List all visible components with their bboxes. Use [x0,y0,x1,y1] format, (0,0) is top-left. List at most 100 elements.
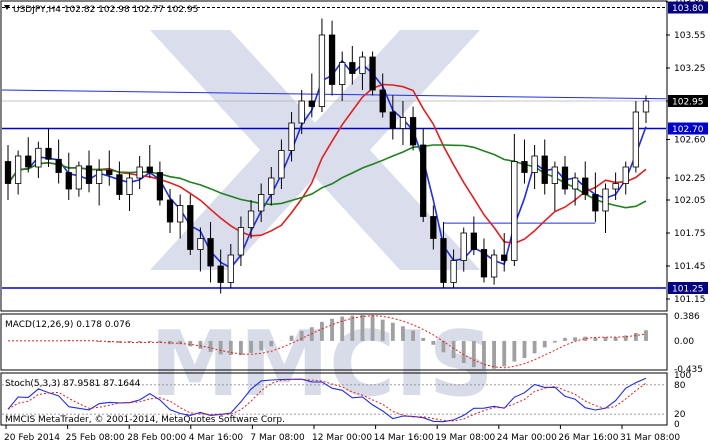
candle-body [622,166,629,184]
candle-body [379,89,386,113]
x-tick-label: 7 Mar 08:00 [250,433,305,443]
main-ytick-label: 101.45 [674,262,706,272]
copyright-text: MMCIS MetaTrader, © 2001-2014, MetaQuote… [5,415,285,425]
candle-body [75,165,83,190]
candle-body [207,238,214,267]
x-tick-label: 19 Mar 08:00 [435,433,495,443]
candle-body [642,100,650,113]
x-tick-label: 28 Feb 00:00 [127,433,186,443]
candle-body [501,254,508,261]
candle-body [389,111,396,129]
candle-body [592,194,599,212]
candle-body [470,232,477,250]
price-tag-label: 102.95 [672,98,704,108]
x-tick-label: 31 Mar 08:00 [620,433,680,443]
candle-body [197,238,204,250]
candle-body [612,183,619,190]
x-tick-label: 25 Feb 08:00 [66,433,125,443]
price-tag-box [668,95,708,107]
candle-body [551,166,558,184]
main-plot [1,7,667,294]
candle-body [450,260,457,283]
candle-body [14,155,22,184]
candle-body [177,205,184,223]
macd-ytick-label: 0.386 [674,312,700,322]
candle-body [460,232,467,261]
candle-body [521,161,528,173]
candle-body [55,158,62,173]
main-ytick-label: 101.75 [674,229,706,239]
x-tick-label: 20 Feb 2014 [4,433,60,443]
candle-body [339,62,346,85]
candle-body [227,254,234,283]
price-tag-label: 102.70 [672,125,704,135]
macd-ytick-label: -0.435 [674,365,703,375]
x-tick-label: 12 Mar 00:00 [312,433,372,443]
candle-body [146,166,153,173]
axes: 103.85103.55103.25102.95102.60102.25102.… [4,0,708,443]
candle-body [561,166,569,190]
macd-plot [8,314,648,369]
candle-body [632,111,640,168]
main-ytick-label: 101.15 [674,295,706,305]
x-tick-label: 26 Mar 16:00 [558,433,618,443]
candle-body [531,155,538,173]
stoch-ytick-label: 0 [674,420,680,430]
candle-body [258,194,265,212]
price-tag-box [668,122,708,135]
stoch-ytick-label: 100 [674,371,691,381]
ma-line-2 [7,144,647,209]
candle-body [106,169,113,176]
price-tag-label: 103.80 [672,4,704,14]
candle-body [166,199,174,223]
candle-body [278,150,285,179]
candle-body [541,155,548,184]
price-tag-box [668,1,708,14]
x-tick-label: 4 Mar 16:00 [189,433,244,443]
ma-line-0 [7,59,647,269]
candle-body [85,165,93,184]
candle-body [25,155,32,168]
macd-header: MACD(12,26,9) 0.178 0.076 [5,320,131,330]
macd-signal-line [8,315,647,369]
candle-body [349,62,356,74]
candle-body [217,265,224,283]
x-tick-label: 14 Mar 16:00 [374,433,434,443]
price-tag-box [668,282,708,294]
candle-body [430,216,437,239]
main-header: USDJPY,H4 102.82 102.98 102.77 102.95 [13,5,198,15]
candle-body [268,177,275,195]
candle-body [45,147,52,160]
candle-body [35,147,42,168]
candle-body [318,34,326,107]
main-ytick-label: 102.25 [674,174,706,184]
candle-body [288,122,295,151]
price-tag-label: 101.25 [672,285,704,295]
candle-body [298,100,305,124]
candle-body [369,56,376,91]
stoch-ytick-label: 80 [674,381,686,391]
candle-body [490,254,498,278]
candle-body [136,166,143,179]
stoch-plot [2,377,666,423]
candle-body [582,177,589,195]
candle-body [399,117,407,129]
trendline [1,89,667,100]
macd-ytick-label: 0.00 [674,337,694,347]
stoch-pane-frame [0,372,668,426]
candle-body [237,227,245,256]
main-ytick-label: 103.55 [674,31,706,41]
stoch-header: Stoch(5,3,3) 87.9581 87.1644 [5,379,141,389]
candle-body [4,161,12,184]
candle-body [359,56,366,74]
candle-body [116,174,123,195]
candle-body [602,188,609,212]
x-tick-label: 24 Mar 00:00 [497,433,557,443]
candle-body [409,117,417,146]
candle-body [65,172,72,190]
stoch-ytick-label: 20 [674,410,686,420]
candle-body [440,238,447,283]
candle-body [420,144,427,217]
main-ytick-label: 102.05 [674,196,706,206]
